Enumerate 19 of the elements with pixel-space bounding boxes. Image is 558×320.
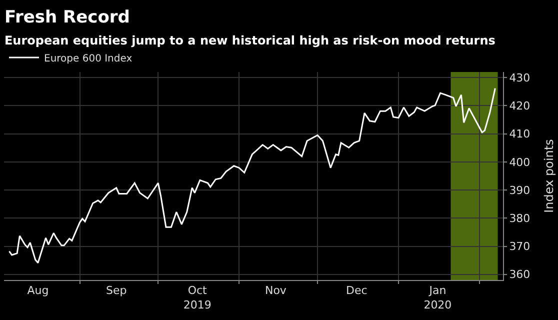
- y-axis-title: Index points: [542, 139, 556, 213]
- y-tick-label: 370: [509, 240, 530, 254]
- y-tick-label: 420: [509, 100, 530, 113]
- x-tick-label: Oct 2019: [183, 284, 212, 312]
- y-tick-label: 400: [509, 156, 530, 169]
- chart-subtitle: European equities jump to a new historical high as risk-on mood returns: [4, 34, 496, 48]
- legend-label: Europe 600 Index: [44, 53, 132, 64]
- line-series: [8, 88, 496, 264]
- x-tick-label: Dec: [346, 284, 368, 298]
- x-tick-label: Sep: [106, 284, 127, 298]
- x-tick-label: Aug: [27, 284, 49, 298]
- y-tick-label: 390: [509, 184, 530, 197]
- y-tick-label: 430: [509, 71, 530, 84]
- y-tick-label: 360: [509, 268, 530, 282]
- y-tick-label: 410: [509, 128, 530, 141]
- x-tick-label: Nov: [264, 284, 287, 298]
- x-tick-label: Jan 2020: [424, 284, 452, 312]
- y-tick-label: 380: [509, 212, 530, 226]
- chart-title: Fresh Record: [4, 7, 130, 28]
